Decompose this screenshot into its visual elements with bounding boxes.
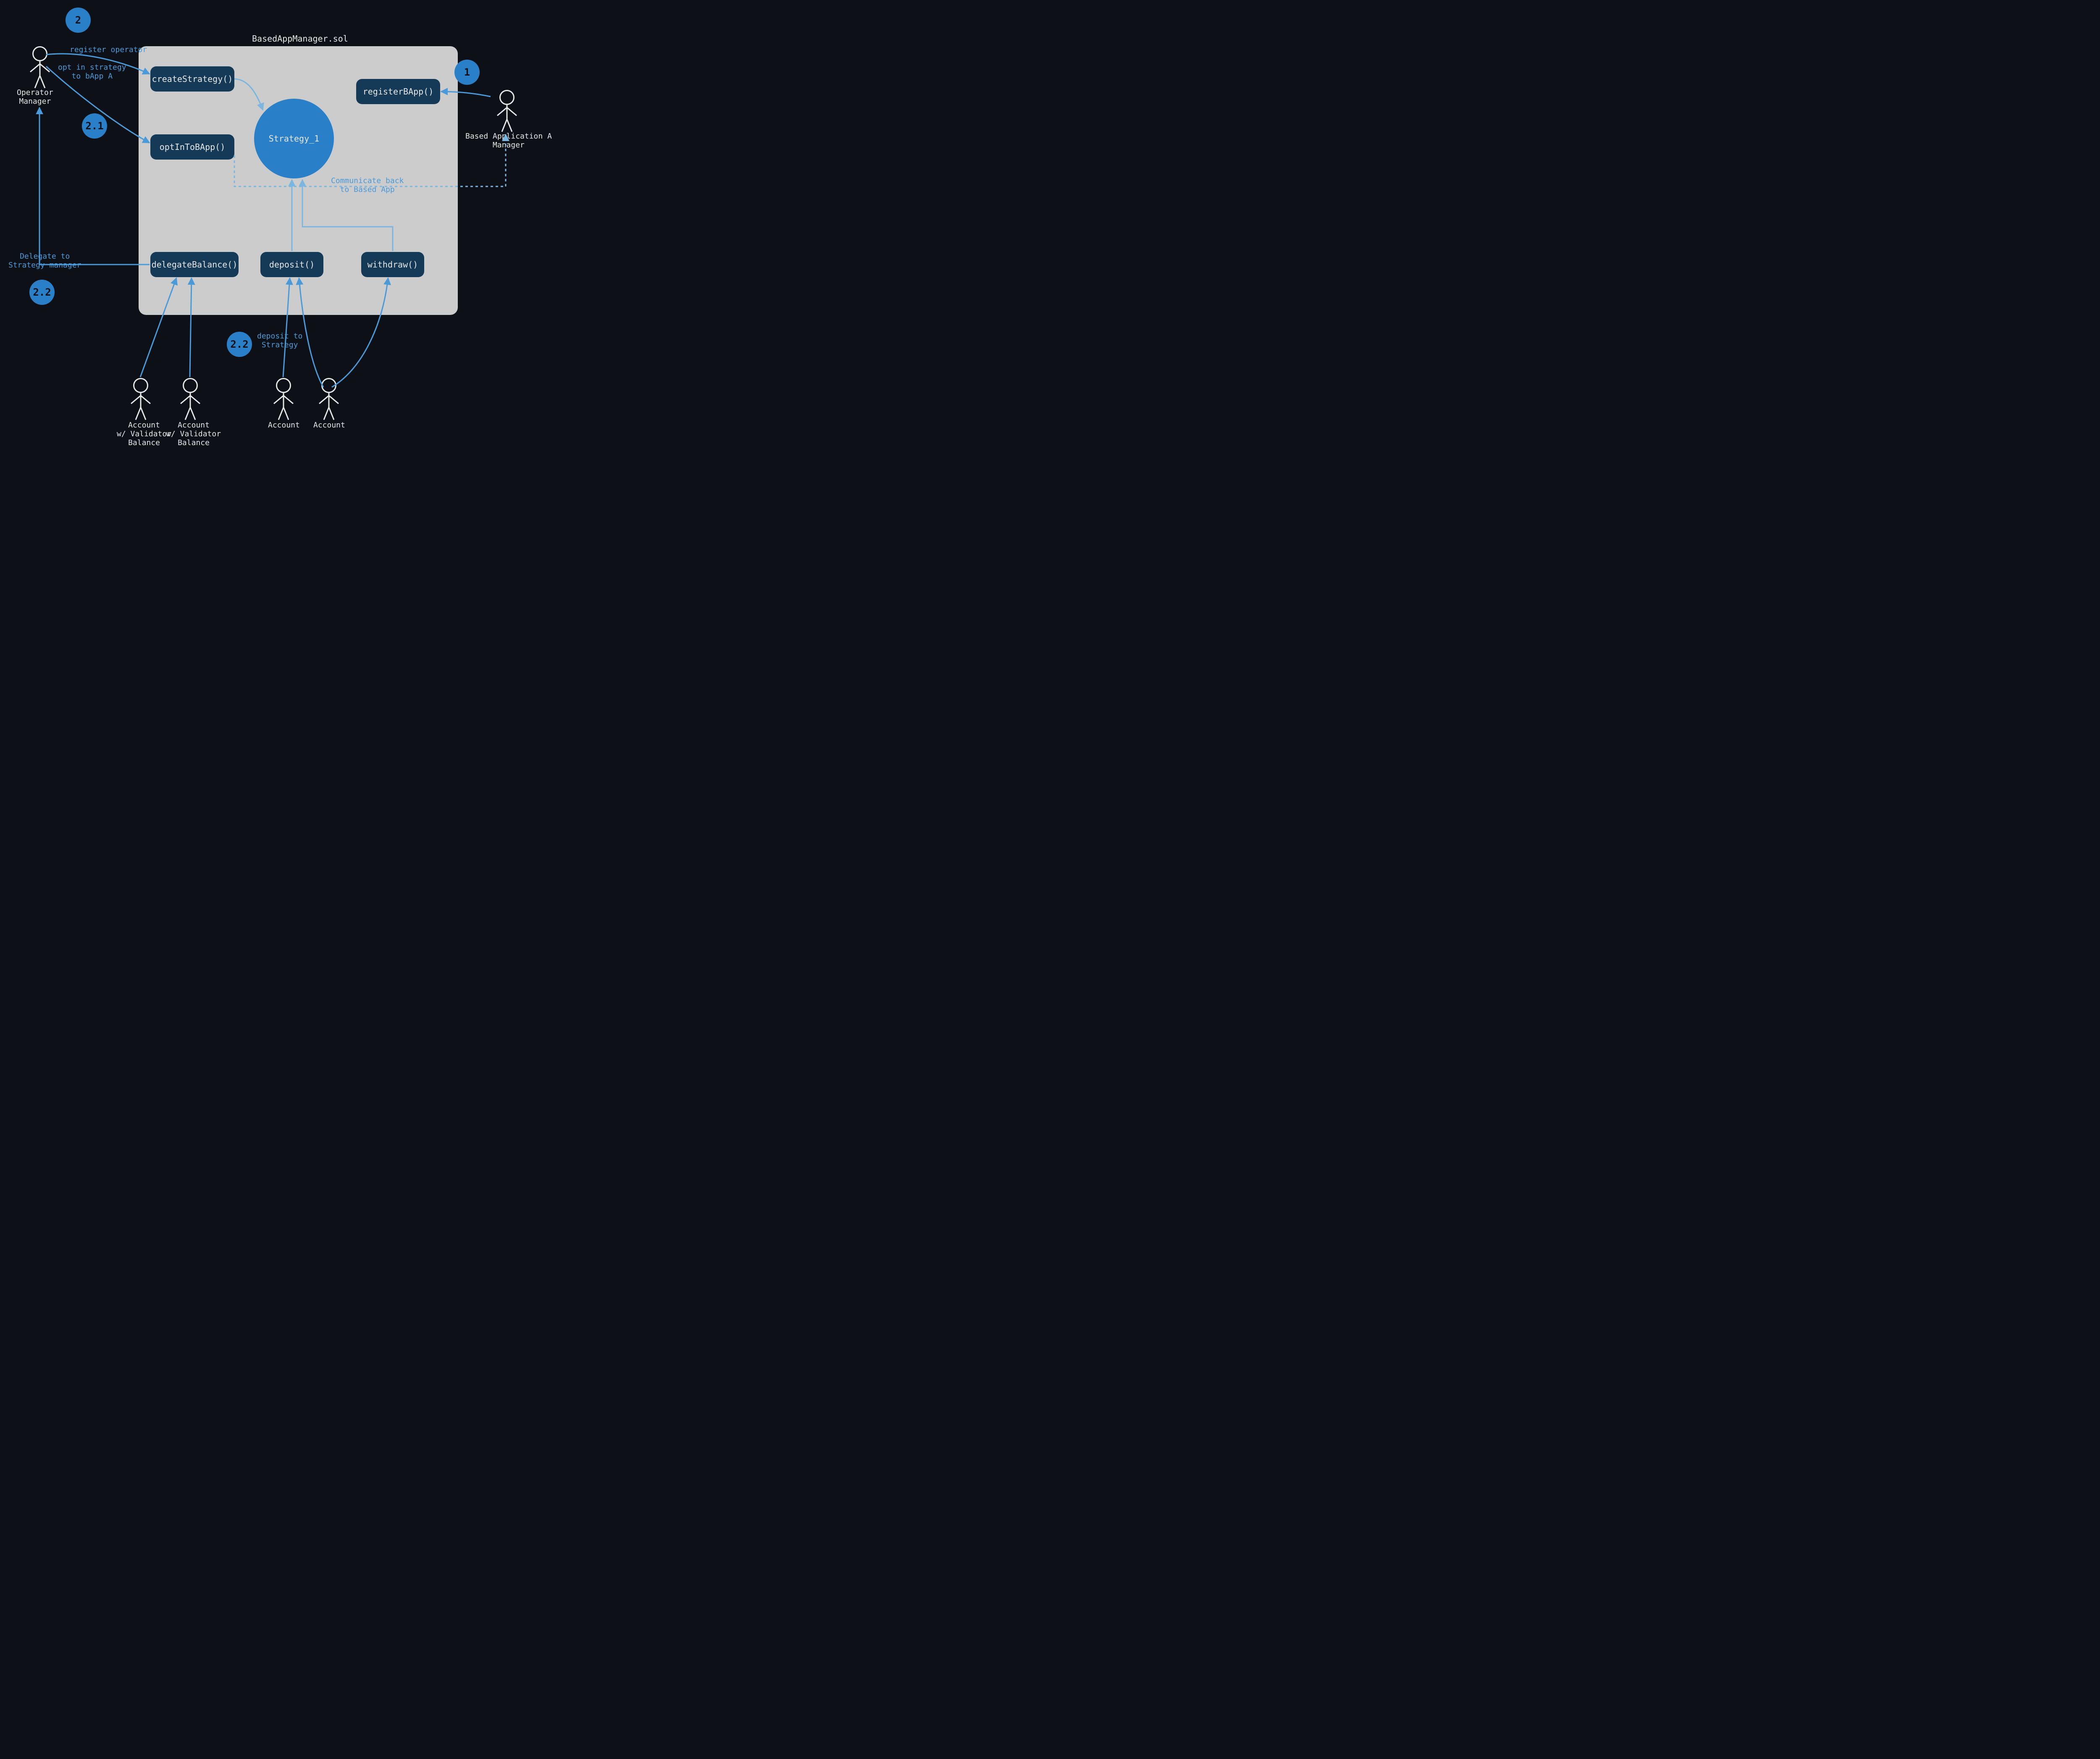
edge-label-register-operator: register operator	[70, 45, 147, 54]
node-deposit: deposit()	[260, 252, 323, 277]
actor-label-operator-manager: OperatorManager	[17, 88, 53, 106]
node-strategy-1: Strategy_1	[254, 99, 334, 178]
edge-label-delegate-to: Delegate toStrategy manager	[8, 252, 81, 270]
step-badge-2-1: 2.1	[82, 113, 107, 139]
actor-account-validator-1	[126, 378, 155, 417]
actor-operator-manager	[25, 46, 55, 86]
step-badge-2: 2	[66, 8, 91, 33]
actor-account-3	[269, 378, 298, 417]
actor-account-4	[314, 378, 344, 417]
actor-label-based-app-a: Based Application AManager	[465, 132, 552, 149]
edge-label-deposit-to: deposit toStrategy	[257, 332, 302, 349]
actor-label-account-3: Account	[268, 421, 300, 430]
node-create-strategy: createStrategy()	[150, 66, 234, 92]
manager-title: BasedAppManager.sol	[252, 34, 348, 44]
edge-label-opt-in-strategy: opt in strategyto bApp A	[58, 63, 126, 81]
node-withdraw: withdraw()	[361, 252, 424, 277]
step-badge-2-2b: 2.2	[227, 332, 252, 357]
edge-label-communicate-back: Communicate backto Based App	[331, 176, 404, 194]
node-delegate-balance: delegateBalance()	[150, 252, 239, 277]
diagram-canvas: BasedAppManager.sol createStrategy() opt…	[0, 0, 655, 491]
step-badge-2-2a: 2.2	[29, 280, 55, 305]
step-badge-1: 1	[454, 60, 480, 85]
actor-label-account-4: Account	[313, 421, 345, 430]
actor-based-app-a	[492, 90, 522, 129]
actor-label-account-validator-1: Accountw/ ValidatorBalance	[117, 421, 171, 447]
actor-label-account-validator-2: Accountw/ ValidatorBalance	[166, 421, 221, 447]
actor-account-validator-2	[176, 378, 205, 417]
node-register-bapp: registerBApp()	[356, 79, 440, 104]
node-opt-in-to-bapp: optInToBApp()	[150, 134, 234, 160]
